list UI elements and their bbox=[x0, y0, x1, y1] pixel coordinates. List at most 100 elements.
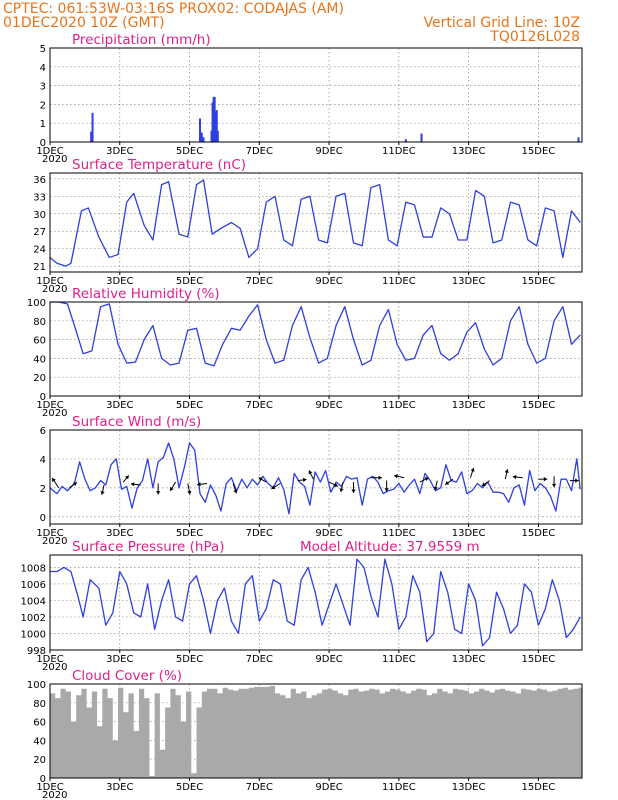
precip-ytick-label: 3 bbox=[40, 82, 46, 93]
cloud-ytick-label: 20 bbox=[33, 755, 46, 766]
rh-xtick-label: 7DEC bbox=[246, 400, 273, 411]
precip-bar bbox=[213, 96, 216, 142]
precip-bar bbox=[210, 130, 213, 142]
temp-xtick-label: 1DEC bbox=[36, 276, 63, 287]
temp-panel: 21 24 27 30 33 36 1DEC 3DEC 5DEC 7DEC 9DEC 11DEC 13D… bbox=[33, 157, 583, 295]
cloud-xtick-label: 15DEC bbox=[522, 782, 556, 793]
wind-vector-head bbox=[481, 482, 486, 487]
precip-bar bbox=[420, 133, 423, 142]
wind-ytick-label: 2 bbox=[40, 484, 46, 495]
press-ytick-label: 1000 bbox=[21, 629, 46, 640]
precip-xtick-label: 9DEC bbox=[315, 146, 342, 157]
wind-ytick-label: 4 bbox=[40, 455, 46, 466]
cloud-xtick-label: 11DEC bbox=[382, 782, 416, 793]
wind-xtick-label: 11DEC bbox=[382, 528, 416, 539]
press-xtick-label: 5DEC bbox=[176, 654, 203, 665]
rh-xtick-label: 15DEC bbox=[522, 400, 556, 411]
cloud-ytick-label: 60 bbox=[33, 718, 46, 729]
cloud-xtick-label: 9DEC bbox=[315, 782, 342, 793]
rh-ytick-label: 80 bbox=[33, 317, 46, 328]
wind-vector-head bbox=[233, 489, 238, 494]
wind-xtick-label: 3DEC bbox=[106, 528, 133, 539]
wind-vector-head bbox=[445, 480, 450, 485]
temp-year-label: 2020 bbox=[42, 284, 67, 295]
header-grid-note: Vertical Grid Line: 10Z bbox=[424, 15, 580, 31]
panels-group: 0 1 2 3 4 5 1DEC 3DEC 5DEC 7DEC 9DEC 11DEC 13DEC 15DE… bbox=[21, 32, 583, 800]
wind-year-label: 2020 bbox=[42, 536, 67, 547]
cloud-ytick-label: 0 bbox=[40, 774, 46, 785]
wind-vector-head bbox=[52, 477, 56, 482]
temp-ytick-label: 30 bbox=[33, 210, 46, 221]
temp-title: Surface Temperature (nC) bbox=[72, 157, 246, 173]
rh-ytick-label: 100 bbox=[27, 298, 46, 309]
temp-xtick-label: 13DEC bbox=[452, 276, 486, 287]
rh-panel: 0 20 40 60 80 100 1DEC 3DEC 5DEC 7DEC 9DEC 11DEC 13D… bbox=[27, 286, 583, 419]
wind-vector-head bbox=[378, 475, 382, 480]
wind-xtick-label: 13DEC bbox=[452, 528, 486, 539]
wind-xtick-label: 5DEC bbox=[176, 528, 203, 539]
cloud-ytick-label: 100 bbox=[27, 680, 46, 691]
precip-xtick-label: 13DEC bbox=[452, 146, 486, 157]
precip-bar bbox=[200, 132, 203, 142]
header-model: TQ0126L028 bbox=[489, 29, 580, 45]
wind-vector-head bbox=[543, 477, 548, 482]
press-year-label: 2020 bbox=[42, 662, 67, 673]
wind-vector-head bbox=[302, 477, 307, 483]
wind-vector-head bbox=[130, 482, 135, 487]
wind-panel: 0 2 4 6 1DEC 3DEC 5DEC 7DEC 9DEC 11DEC 13DEC 15DEC 2… bbox=[36, 414, 583, 547]
precip-ytick-label: 4 bbox=[40, 63, 46, 74]
temp-xtick-label: 7DEC bbox=[246, 276, 273, 287]
precip-ytick-label: 2 bbox=[40, 100, 46, 111]
precip-ytick-label: 1 bbox=[40, 119, 46, 130]
cloud-xtick-label: 1DEC bbox=[36, 782, 63, 793]
press-panel: 998 1000 1002 1004 1006 1008 1DEC 3DEC 5DEC 7DEC 9… bbox=[21, 539, 583, 673]
press-ytick-label: 1004 bbox=[21, 596, 46, 607]
rh-xtick-label: 1DEC bbox=[36, 400, 63, 411]
cloud-xtick-label: 13DEC bbox=[452, 782, 486, 793]
precip-bar bbox=[577, 137, 580, 142]
wind-vector-head bbox=[156, 491, 161, 495]
rh-ytick-label: 40 bbox=[33, 354, 46, 365]
rh-frame bbox=[49, 301, 583, 397]
header-station: CPTEC: 061:53W-03:16S PROX02: CODAJAS (A… bbox=[3, 1, 344, 17]
precip-bar bbox=[211, 102, 214, 142]
wind-vector-head bbox=[258, 477, 263, 482]
wind-vector-head bbox=[271, 485, 276, 490]
rh-year-label: 2020 bbox=[42, 408, 67, 419]
precip-year-label: 2020 bbox=[42, 154, 67, 165]
precip-bar bbox=[202, 137, 205, 142]
wind-xtick-label: 7DEC bbox=[246, 528, 273, 539]
precip-xtick-label: 3DEC bbox=[106, 146, 133, 157]
wind-xtick-label: 1DEC bbox=[36, 528, 63, 539]
wind-vector-head bbox=[351, 489, 356, 494]
temp-ytick-label: 21 bbox=[33, 262, 46, 273]
wind-vector-head bbox=[333, 483, 338, 487]
temp-ytick-label: 24 bbox=[33, 245, 46, 256]
temp-ytick-label: 36 bbox=[33, 175, 46, 186]
press-xtick-label: 9DEC bbox=[315, 654, 342, 665]
cloud-panel: 0 20 40 60 80 100 1DEC 3DEC 5DEC 7DEC 9DEC 11DEC 13D… bbox=[27, 668, 583, 800]
temp-xtick-label: 3DEC bbox=[106, 276, 133, 287]
wind-vector-head bbox=[424, 477, 429, 482]
rh-xtick-label: 5DEC bbox=[176, 400, 203, 411]
cloud-ytick-label: 40 bbox=[33, 736, 46, 747]
cloud-cover-area bbox=[50, 685, 582, 778]
wind-vector-head bbox=[512, 474, 517, 480]
press-title-extra: Model Altitude: 37.9559 m bbox=[300, 539, 480, 555]
temp-frame bbox=[49, 172, 583, 273]
precip-xtick-label: 15DEC bbox=[522, 146, 556, 157]
rh-series-line bbox=[50, 301, 581, 367]
wind-ytick-label: 0 bbox=[40, 513, 46, 524]
rh-xtick-label: 9DEC bbox=[315, 400, 342, 411]
precip-frame bbox=[49, 47, 583, 143]
press-ytick-label: 1008 bbox=[21, 563, 46, 574]
precip-xtick-label: 7DEC bbox=[246, 146, 273, 157]
temp-ytick-label: 27 bbox=[33, 227, 46, 238]
wind-vector-head bbox=[170, 486, 174, 491]
cloud-year-label: 2020 bbox=[42, 790, 67, 800]
wind-xtick-label: 9DEC bbox=[315, 528, 342, 539]
precip-bar bbox=[214, 111, 217, 142]
cloud-xtick-label: 7DEC bbox=[246, 782, 273, 793]
wind-vector-head bbox=[308, 470, 313, 475]
